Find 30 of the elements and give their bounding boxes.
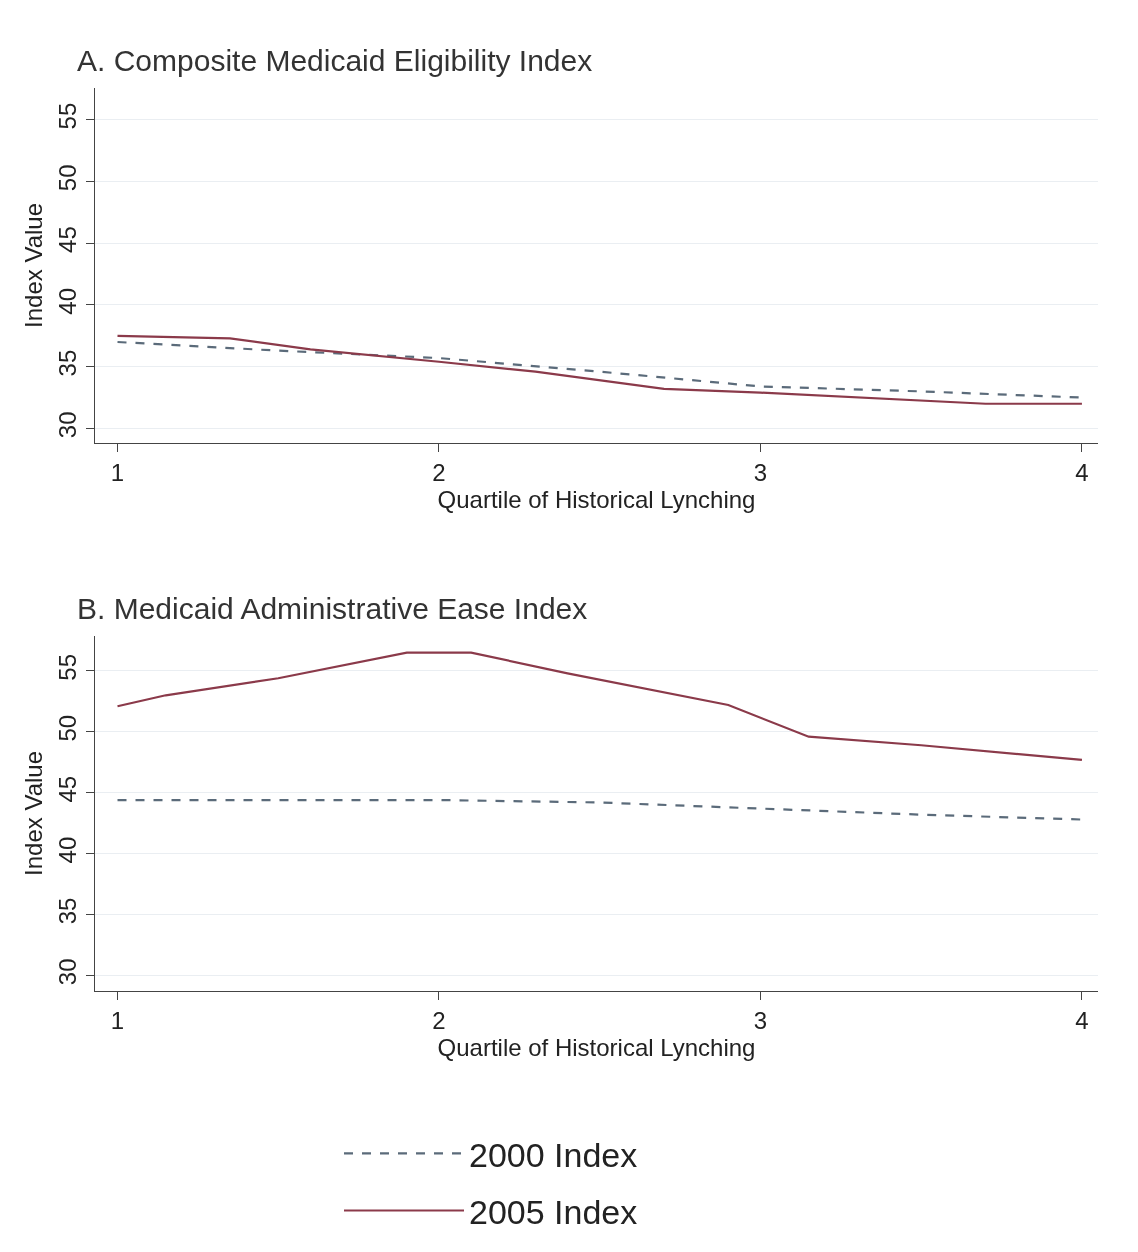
y-tick-label: 30 (54, 411, 82, 439)
x-tick-label: 4 (1075, 459, 1089, 487)
x-tick-label: 2 (432, 1007, 446, 1035)
line-series (116, 651, 1084, 761)
y-tick-label: 50 (54, 164, 82, 192)
y-tick-label: 40 (54, 288, 82, 315)
y-axis-title: Index Value (20, 202, 48, 328)
y-tick-label: 55 (54, 653, 82, 681)
y-tick-label: 35 (54, 897, 82, 925)
y-tick-label: 30 (54, 958, 82, 986)
line-series (116, 334, 1084, 405)
y-tick-label: 45 (54, 226, 82, 253)
x-axis-title: Quartile of Historical Lynching (437, 1034, 756, 1062)
y-tick-label: 40 (54, 836, 82, 864)
x-tick-label: 1 (110, 459, 125, 487)
x-tick-label: 2 (432, 459, 446, 487)
legend-label: 2000 Index (469, 1135, 638, 1174)
y-tick-label: 50 (54, 714, 82, 742)
y-axis-title: Index Value (20, 750, 48, 876)
x-tick-label: 1 (110, 1007, 125, 1035)
y-tick-label: 45 (54, 775, 82, 803)
x-tick-label: 4 (1075, 1007, 1089, 1035)
y-tick-label: 55 (54, 102, 82, 130)
y-tick-label: 35 (54, 349, 82, 377)
chart-title: A. Composite Medicaid Eligibility Index (77, 44, 593, 77)
x-tick-label: 3 (753, 459, 768, 487)
chart-title: B. Medicaid Administrative Ease Index (77, 592, 588, 625)
x-axis-title: Quartile of Historical Lynching (437, 486, 756, 514)
legend-label: 2005 Index (469, 1192, 638, 1231)
x-tick-label: 3 (753, 1007, 768, 1035)
